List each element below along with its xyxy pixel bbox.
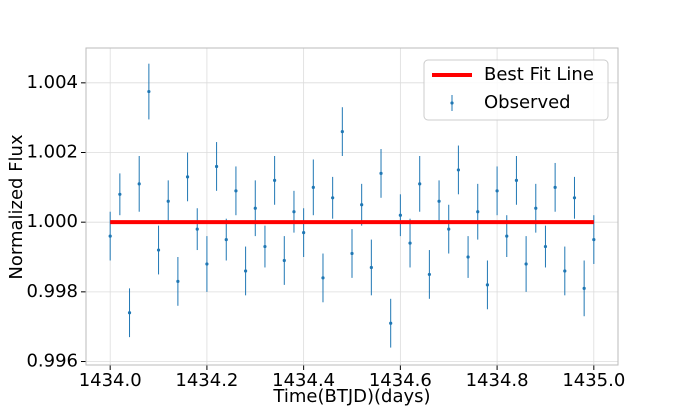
data-point	[147, 89, 151, 94]
data-point	[156, 248, 161, 252]
data-point	[505, 234, 509, 238]
data-point	[408, 241, 412, 245]
data-point	[263, 244, 267, 249]
data-point	[456, 168, 460, 172]
data-point	[360, 203, 364, 207]
data-point	[476, 210, 480, 214]
x-tick-label: 1434.8	[466, 370, 529, 391]
data-point	[244, 269, 248, 273]
x-tick-label: 1435.0	[562, 370, 625, 391]
data-point	[224, 237, 228, 242]
data-point	[340, 130, 344, 134]
data-point	[418, 182, 422, 186]
data-point	[137, 182, 141, 186]
y-tick-label: 1.000	[26, 211, 78, 232]
data-point	[234, 189, 238, 193]
data-point	[350, 251, 354, 256]
data-point	[572, 196, 577, 200]
data-point	[427, 272, 431, 277]
data-point	[543, 244, 548, 249]
data-point	[205, 262, 209, 266]
data-point	[369, 265, 373, 270]
x-tick-label: 1434.0	[79, 370, 142, 391]
x-tick-label: 1434.4	[272, 370, 335, 391]
y-axis-label: Normalized Flux	[6, 134, 27, 280]
data-point	[321, 276, 325, 280]
data-point	[176, 279, 180, 283]
data-point	[514, 178, 519, 182]
y-tick-label: 0.998	[26, 281, 78, 302]
data-point	[563, 269, 567, 273]
data-point	[466, 255, 470, 259]
x-tick-label: 1434.6	[369, 370, 432, 391]
y-tick-label: 1.002	[26, 142, 78, 163]
data-point	[166, 199, 170, 203]
data-point	[302, 231, 306, 235]
x-axis-label: Time(BTJD)(days)	[272, 386, 430, 407]
data-point	[495, 189, 499, 193]
y-tick-label: 0.996	[26, 351, 78, 372]
data-point	[253, 206, 257, 210]
data-point	[389, 321, 393, 325]
x-tick-label: 1434.2	[175, 370, 238, 391]
data-point	[282, 258, 286, 263]
legend-label: Best Fit Line	[484, 64, 594, 85]
data-point	[534, 206, 538, 210]
data-point	[485, 283, 490, 287]
data-point	[398, 213, 402, 217]
data-point	[273, 178, 277, 182]
data-point	[195, 227, 199, 231]
data-point	[292, 210, 296, 214]
data-point	[127, 311, 132, 315]
plot-frame	[85, 47, 619, 366]
y-tick-label: 1.004	[26, 72, 78, 93]
data-point	[379, 171, 383, 176]
data-point	[185, 175, 190, 179]
data-point	[592, 237, 596, 242]
legend-swatch	[450, 101, 454, 105]
data-point	[553, 185, 557, 189]
data-point	[447, 227, 451, 231]
data-point	[311, 185, 315, 189]
data-point	[118, 192, 122, 196]
data-point	[331, 196, 335, 200]
data-point	[437, 199, 441, 203]
data-point	[214, 164, 219, 169]
legend-label: Observed	[484, 92, 571, 113]
data-point	[108, 234, 112, 238]
data-point	[582, 286, 586, 290]
data-point	[524, 262, 528, 266]
